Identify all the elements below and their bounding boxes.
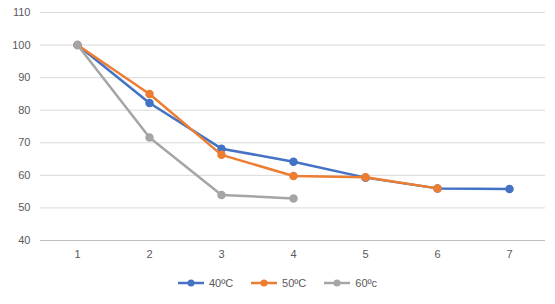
svg-text:5: 5: [362, 248, 368, 260]
svg-text:50: 50: [18, 201, 30, 213]
svg-text:40: 40: [18, 234, 30, 246]
html-text:50ºC: 50ºC: [282, 277, 307, 289]
html-text:60ºc: 60ºc: [355, 277, 378, 289]
svg-text:1: 1: [74, 248, 80, 260]
svg-text:4: 4: [290, 248, 296, 260]
svg-text:60: 60: [18, 169, 30, 181]
svg-text:7: 7: [506, 248, 512, 260]
svg-text:70: 70: [18, 136, 30, 148]
svg-text:90: 90: [18, 71, 30, 83]
svg-text:100: 100: [12, 39, 30, 51]
svg-text:80: 80: [18, 104, 30, 116]
svg-text:3: 3: [218, 248, 224, 260]
html-text:40ºC: 40ºC: [208, 277, 234, 289]
svg-text:110: 110: [13, 6, 31, 18]
svg-text:2: 2: [146, 248, 152, 260]
svg-text:6: 6: [434, 248, 440, 260]
